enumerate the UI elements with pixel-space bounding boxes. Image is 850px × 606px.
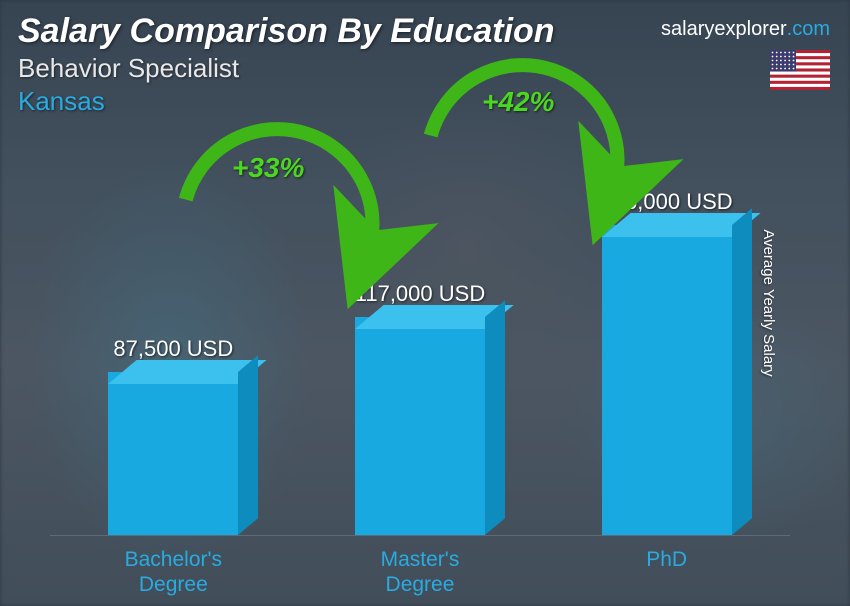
increase-label: +42% [482, 86, 554, 118]
bars-container: 87,500 USD 117,000 USD 166,000 USD [50, 160, 790, 536]
bar-group: 166,000 USD [545, 189, 789, 535]
content-layer: Salary Comparison By Education Behavior … [0, 0, 850, 606]
bar-value: 166,000 USD [601, 189, 733, 215]
bar-group: 87,500 USD [51, 336, 295, 535]
bar-value: 117,000 USD [355, 281, 485, 307]
bar-label: Master'sDegree [298, 541, 542, 596]
page-subtitle: Behavior Specialist [18, 53, 555, 84]
bar [108, 372, 238, 535]
header: Salary Comparison By Education Behavior … [18, 12, 555, 117]
bar [355, 317, 485, 535]
brand-logo: salaryexplorer.com [661, 18, 830, 41]
bar-chart: 87,500 USD 117,000 USD 166,000 USD Bachelo… [50, 160, 790, 596]
bar-group: 117,000 USD [298, 281, 542, 535]
brand-part1: salary [661, 18, 714, 40]
bar-label: Bachelor'sDegree [51, 541, 295, 596]
bar-label: PhD [545, 541, 789, 596]
bar [602, 225, 732, 535]
brand-part2: explorer [714, 18, 786, 40]
page-title: Salary Comparison By Education [18, 12, 555, 51]
increase-label: +33% [232, 152, 304, 184]
brand-part3: .com [787, 18, 830, 40]
bar-value: 87,500 USD [113, 336, 233, 362]
flag-icon [770, 50, 830, 90]
page-location: Kansas [18, 86, 555, 117]
labels-container: Bachelor'sDegreeMaster'sDegreePhD [50, 541, 790, 596]
